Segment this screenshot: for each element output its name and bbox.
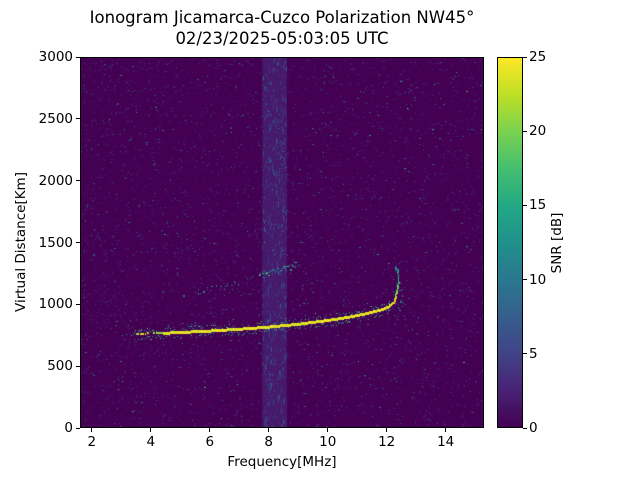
colorbar-tick-label: 20 [529,123,547,140]
colorbar-tick-mark [523,353,527,355]
x-tick-mark [327,428,329,432]
colorbar-tick-label: 15 [529,197,547,214]
chart-title: Ionogram Jicamarca-Cuzco Polarization NW… [89,8,475,27]
colorbar-gradient-canvas [498,58,522,427]
y-tick-label: 0 [64,420,73,436]
x-tick-mark [386,428,388,432]
colorbar-tick-mark [523,279,527,281]
plot-area [80,57,484,428]
x-tick-label: 2 [87,434,97,450]
colorbar-tick-mark [523,56,527,58]
colorbar-tick-mark [523,130,527,132]
x-axis-label: Frequency[MHz] [227,454,337,470]
y-tick-mark [76,118,80,120]
x-tick-label: 12 [378,434,396,450]
x-tick-mark [209,428,211,432]
x-tick-label: 8 [264,434,274,450]
y-tick-label: 2500 [38,110,73,127]
x-tick-label: 10 [319,434,337,450]
y-tick-mark [76,56,80,58]
colorbar-tick-label: 10 [529,271,547,288]
x-tick-label: 4 [146,434,156,450]
x-tick-label: 14 [437,434,455,450]
y-tick-label: 500 [47,358,73,375]
colorbar-tick-label: 25 [529,49,547,65]
x-tick-mark [268,428,270,432]
colorbar-tick-mark [523,427,527,429]
y-tick-label: 1000 [38,296,73,313]
x-tick-mark [91,428,93,432]
x-tick-label: 6 [205,434,215,450]
y-tick-label: 3000 [38,49,73,65]
x-tick-mark [150,428,152,432]
y-tick-label: 2000 [38,172,73,189]
y-tick-label: 1500 [38,234,73,251]
colorbar-tick-label: 0 [529,420,538,436]
colorbar-tick-label: 5 [529,345,538,362]
y-tick-mark [76,242,80,243]
x-tick-mark [445,428,447,432]
colorbar [497,57,523,428]
y-tick-mark [76,427,80,429]
y-tick-mark [76,303,80,305]
chart-subtitle: 02/23/2025-05:03:05 UTC [175,29,389,48]
chart-title-block: Ionogram Jicamarca-Cuzco Polarization NW… [80,7,484,49]
colorbar-tick-mark [523,204,527,206]
y-tick-mark [76,180,80,182]
ionogram-heatmap-canvas [81,58,483,427]
y-tick-mark [76,365,80,367]
